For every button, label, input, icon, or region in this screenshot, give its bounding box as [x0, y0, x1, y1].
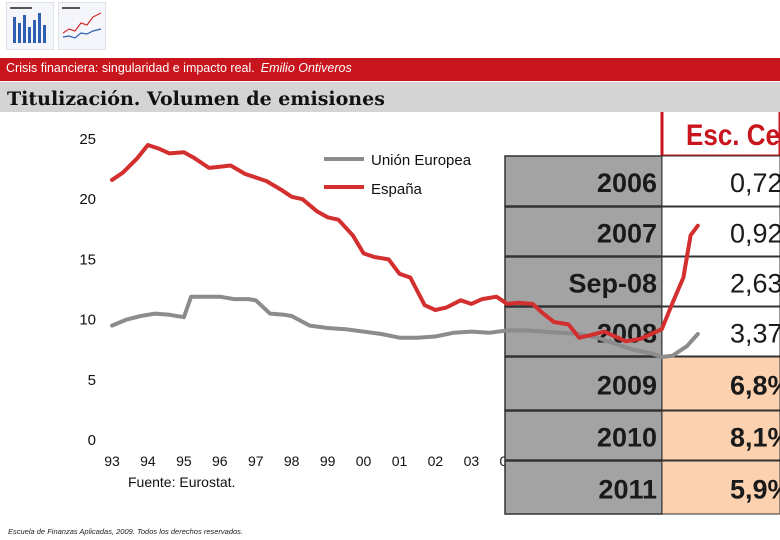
- x-tick-label: 97: [248, 453, 264, 469]
- table-header-text: Esc. Ce: [686, 119, 780, 152]
- year-label: 2010: [597, 423, 657, 453]
- thumbnail-charts: [6, 2, 106, 50]
- slide-title: Titulización. Volumen de emisiones: [7, 88, 385, 110]
- y-tick-label: 5: [88, 372, 96, 389]
- x-tick-label: 00: [356, 453, 372, 469]
- thumbnail-chart-2: [58, 2, 106, 50]
- x-tick-label: 95: [176, 453, 192, 469]
- rate-value: 5,9%: [730, 475, 780, 505]
- x-tick-label: 98: [284, 453, 300, 469]
- rate-value: 3,37%: [730, 319, 780, 349]
- x-tick-label: 99: [320, 453, 336, 469]
- y-tick-label: 25: [79, 131, 96, 148]
- footer-copyright: Escuela de Finanzas Aplicadas, 2009. Tod…: [8, 527, 243, 536]
- x-tick-label: 94: [140, 453, 156, 469]
- x-tick-label: 02: [428, 453, 444, 469]
- title-bar: Titulización. Volumen de emisiones: [0, 82, 780, 112]
- year-label: 2009: [597, 371, 657, 401]
- rate-value: 8,1%: [730, 423, 780, 453]
- plot-background: [100, 120, 505, 470]
- forecast-table: Esc. Ce 2006 0,72% 2007 0,92% Sep-08 2,63% 200…: [505, 112, 780, 514]
- rate-value: 0,72%: [730, 168, 780, 198]
- y-tick-label: 15: [79, 251, 96, 268]
- y-tick-label: 10: [79, 312, 96, 329]
- banner-course: Crisis financiera: singularidad e impact…: [6, 61, 255, 75]
- x-tick-label: 96: [212, 453, 228, 469]
- rate-value: 2,63%: [730, 269, 780, 299]
- year-label: 2007: [597, 219, 657, 249]
- rate-value: 6,8%: [730, 371, 780, 401]
- thumbnail-chart-1: [6, 2, 54, 50]
- x-tick-label: 03: [464, 453, 480, 469]
- year-label: Sep-08: [568, 269, 657, 299]
- course-banner: Crisis financiera: singularidad e impact…: [0, 58, 780, 81]
- y-tick-label: 0: [88, 432, 96, 449]
- year-label: 2011: [598, 475, 657, 505]
- y-tick-label: 20: [79, 191, 96, 208]
- rate-value: 0,92%: [730, 219, 780, 249]
- x-tick-label: 93: [104, 453, 120, 469]
- chart-source: Fuente: Eurostat.: [128, 474, 235, 490]
- x-tick-label: 01: [392, 453, 408, 469]
- legend-label-es: España: [371, 181, 423, 198]
- banner-author: Emilio Ontiveros: [261, 61, 352, 75]
- y-axis: 0 5 10 15 20 25: [79, 131, 96, 449]
- year-label: 2006: [597, 168, 657, 198]
- legend-label-eu: Unión Europea: [371, 152, 472, 169]
